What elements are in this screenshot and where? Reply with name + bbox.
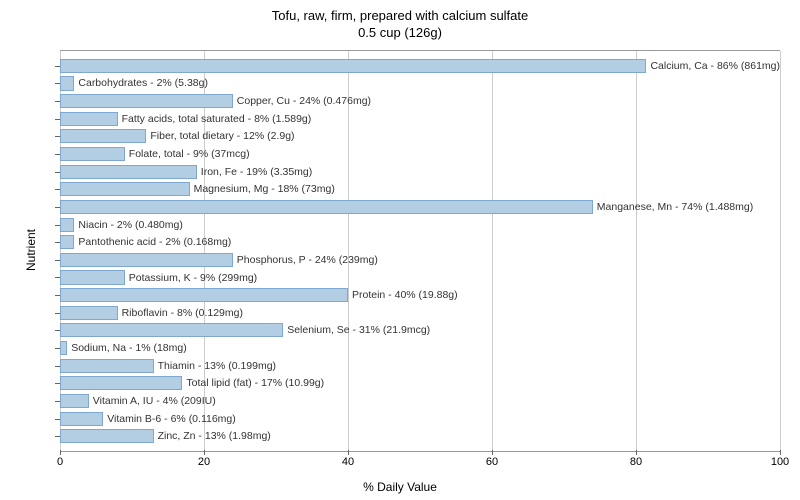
bar [60,288,348,302]
bars-group: Calcium, Ca - 86% (861mg) Carbohydrates -… [60,57,780,445]
bar-row: Manganese, Mn - 74% (1.488mg) [60,198,780,216]
bar-label: Vitamin A, IU - 4% (209IU) [89,395,216,407]
y-axis-label: Nutrient [24,229,38,271]
bar-row: Zinc, Zn - 13% (1.98mg) [60,427,780,445]
x-tick-label: 100 [771,456,789,468]
bar-row: Copper, Cu - 24% (0.476mg) [60,92,780,110]
bar-label: Copper, Cu - 24% (0.476mg) [233,95,371,107]
chart-title: Tofu, raw, firm, prepared with calcium s… [0,0,800,42]
bar-label: Calcium, Ca - 86% (861mg) [646,60,780,72]
bar-row: Carbohydrates - 2% (5.38g) [60,75,780,93]
bar-row: Vitamin B-6 - 6% (0.116mg) [60,410,780,428]
bar [60,270,125,284]
x-tick [780,450,781,455]
x-tick [348,450,349,455]
bar-row: Sodium, Na - 1% (18mg) [60,339,780,357]
bar [60,94,233,108]
bar [60,306,118,320]
bar [60,147,125,161]
bar [60,253,233,267]
bar-label: Total lipid (fat) - 17% (10.99g) [182,377,324,389]
title-line-1: Tofu, raw, firm, prepared with calcium s… [0,8,800,25]
bar-label: Pantothenic acid - 2% (0.168mg) [74,236,231,248]
bar [60,129,146,143]
bar-row: Pantothenic acid - 2% (0.168mg) [60,233,780,251]
bar-label: Iron, Fe - 19% (3.35mg) [197,166,312,178]
bar-label: Protein - 40% (19.88g) [348,289,458,301]
bar-row: Calcium, Ca - 86% (861mg) [60,57,780,75]
chart-container: Tofu, raw, firm, prepared with calcium s… [0,0,800,500]
gridline [780,51,781,451]
x-tick [636,450,637,455]
x-tick [60,450,61,455]
bar-label: Sodium, Na - 1% (18mg) [67,342,187,354]
bar-row: Vitamin A, IU - 4% (209IU) [60,392,780,410]
bar [60,182,190,196]
bar-row: Total lipid (fat) - 17% (10.99g) [60,375,780,393]
bar-row: Iron, Fe - 19% (3.35mg) [60,163,780,181]
bar-row: Fatty acids, total saturated - 8% (1.589… [60,110,780,128]
bar [60,323,283,337]
bar [60,341,67,355]
bar-label: Fiber, total dietary - 12% (2.9g) [146,130,294,142]
bar [60,412,103,426]
x-tick-label: 20 [198,456,210,468]
bar-label: Manganese, Mn - 74% (1.488mg) [593,201,753,213]
plot-area: Calcium, Ca - 86% (861mg) Carbohydrates -… [60,50,780,452]
bar-label: Zinc, Zn - 13% (1.98mg) [154,430,271,442]
bar-row: Fiber, total dietary - 12% (2.9g) [60,128,780,146]
bar [60,112,118,126]
x-tick-label: 40 [342,456,354,468]
bar [60,394,89,408]
x-tick [204,450,205,455]
x-tick-label: 0 [57,456,63,468]
x-tick-label: 80 [630,456,642,468]
bar-label: Carbohydrates - 2% (5.38g) [74,77,208,89]
bar [60,165,197,179]
bar [60,359,154,373]
bar [60,200,593,214]
x-tick-label: 60 [486,456,498,468]
bar [60,59,646,73]
x-axis-label: % Daily Value [363,480,437,494]
bar-label: Folate, total - 9% (37mcg) [125,148,250,160]
bar-row: Magnesium, Mg - 18% (73mg) [60,180,780,198]
bar-label: Magnesium, Mg - 18% (73mg) [190,183,335,195]
bar-label: Thiamin - 13% (0.199mg) [154,360,276,372]
bar-label: Riboflavin - 8% (0.129mg) [118,307,243,319]
bar-row: Potassium, K - 9% (299mg) [60,269,780,287]
bar-row: Niacin - 2% (0.480mg) [60,216,780,234]
bar [60,376,182,390]
x-tick [492,450,493,455]
bar [60,429,154,443]
bar-label: Fatty acids, total saturated - 8% (1.589… [118,113,312,125]
bar [60,76,74,90]
bar-label: Selenium, Se - 31% (21.9mcg) [283,324,430,336]
bar-row: Selenium, Se - 31% (21.9mcg) [60,322,780,340]
bar-label: Niacin - 2% (0.480mg) [74,219,182,231]
bar [60,218,74,232]
bar-row: Protein - 40% (19.88g) [60,286,780,304]
bar-row: Phosphorus, P - 24% (239mg) [60,251,780,269]
bar-row: Riboflavin - 8% (0.129mg) [60,304,780,322]
bar-label: Vitamin B-6 - 6% (0.116mg) [103,413,236,425]
bar-label: Potassium, K - 9% (299mg) [125,272,257,284]
bar-row: Folate, total - 9% (37mcg) [60,145,780,163]
bar [60,235,74,249]
bar-label: Phosphorus, P - 24% (239mg) [233,254,378,266]
bar-row: Thiamin - 13% (0.199mg) [60,357,780,375]
title-line-2: 0.5 cup (126g) [0,25,800,42]
